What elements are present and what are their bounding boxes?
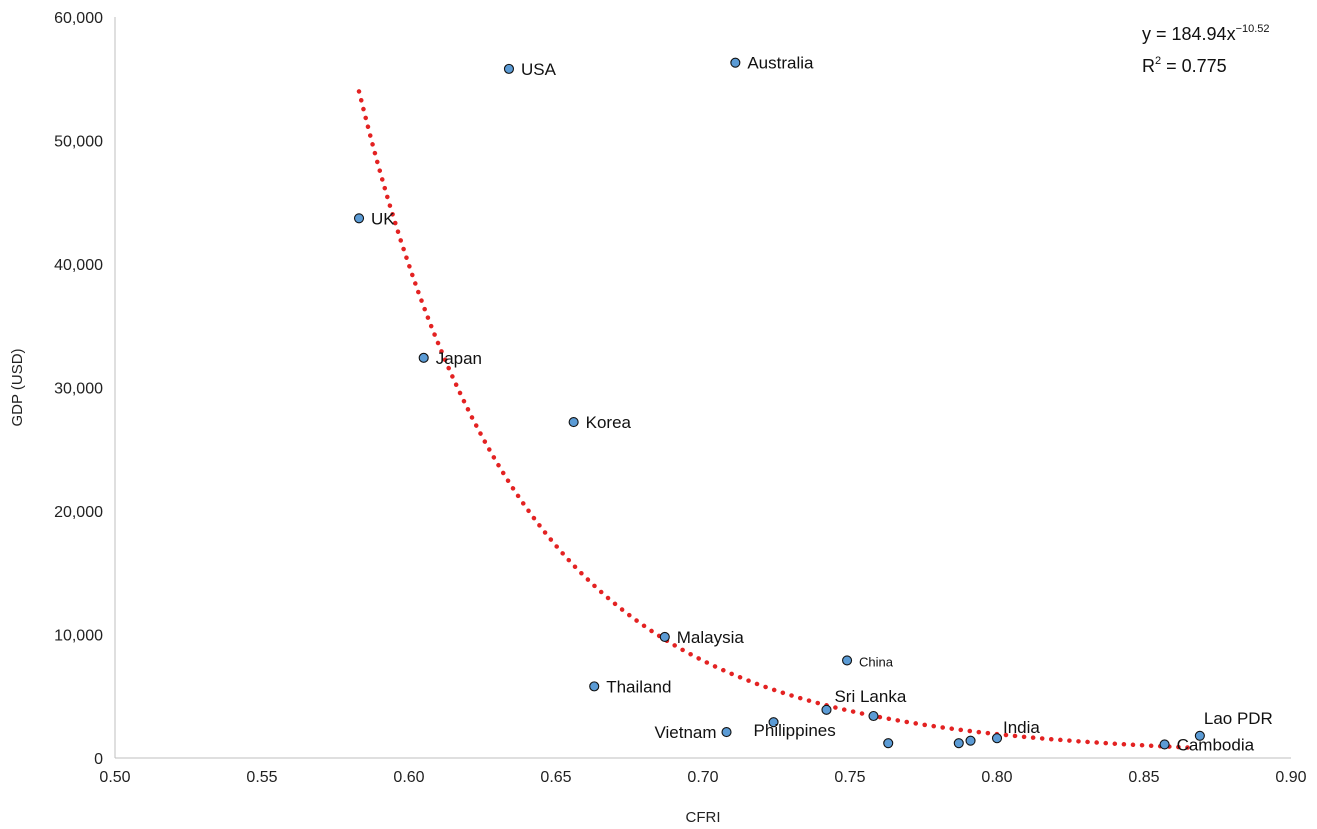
x-tick-label: 0.65 — [540, 769, 571, 786]
point-label: Japan — [436, 349, 482, 368]
point-labels: USA Australia UK Japan Korea Malaysia China Tha… — [371, 54, 1273, 755]
x-tick-label: 0.75 — [834, 769, 865, 786]
trend-equation: y = 184.94x−10.52 R2 = 0.775 — [1142, 23, 1270, 76]
point-label: Sri Lanka — [834, 687, 906, 706]
x-tick-label: 0.50 — [99, 769, 130, 786]
point-label: Vietnam — [654, 723, 716, 742]
r-squared-value: = 0.775 — [1161, 56, 1227, 76]
point-label: Thailand — [606, 677, 671, 696]
y-tick-labels: 0 10,000 20,000 30,000 40,000 50,000 60,000 — [54, 10, 103, 768]
data-point — [953, 738, 964, 749]
y-tick-label: 40,000 — [54, 257, 103, 274]
y-tick-label: 50,000 — [54, 134, 103, 151]
trend-equation-text: y = 184.94x−10.52 — [1142, 23, 1270, 44]
r-squared-text: R2 = 0.775 — [1142, 55, 1227, 76]
data-point — [1159, 739, 1170, 750]
x-tick-label: 0.85 — [1128, 769, 1159, 786]
data-point — [1194, 730, 1205, 741]
trend-equation-base: y = 184.94x — [1142, 24, 1236, 44]
y-tick-label: 60,000 — [54, 10, 103, 27]
point-label: Korea — [586, 413, 632, 432]
x-tick-labels: 0.50 0.55 0.60 0.65 0.70 0.75 0.80 0.85 0.90 — [99, 769, 1306, 786]
x-tick-label: 0.60 — [393, 769, 424, 786]
r-squared-sup: 2 — [1155, 55, 1161, 67]
y-axis-title: GDP (USD) — [9, 348, 26, 426]
trendline-curve — [356, 89, 1194, 750]
data-point — [868, 710, 879, 722]
y-tick-label: 20,000 — [54, 504, 103, 521]
x-tick-label: 0.80 — [981, 769, 1012, 786]
axes — [114, 17, 1291, 759]
x-tick-label: 0.70 — [687, 769, 718, 786]
x-tick-label: 0.55 — [246, 769, 277, 786]
data-point — [730, 57, 741, 68]
data-point — [821, 704, 832, 715]
trendline — [356, 89, 1194, 750]
data-point — [991, 733, 1003, 744]
data-point — [568, 417, 579, 428]
point-label: Australia — [747, 54, 814, 73]
data-point — [965, 735, 976, 746]
point-label: India — [1003, 718, 1040, 737]
y-tick-label: 0 — [94, 751, 103, 768]
x-tick-label: 0.90 — [1275, 769, 1306, 786]
point-label: Malaysia — [677, 628, 745, 647]
data-point — [503, 63, 515, 74]
data-point — [721, 727, 732, 738]
data-point — [842, 655, 853, 666]
data-point — [353, 213, 365, 224]
point-label: China — [859, 654, 894, 669]
data-point — [589, 681, 600, 692]
data-points — [353, 57, 1205, 750]
r-squared-base: R — [1142, 56, 1155, 76]
point-label: UK — [371, 209, 395, 228]
data-point — [418, 352, 429, 363]
y-tick-label: 10,000 — [54, 628, 103, 645]
data-point — [883, 738, 894, 749]
point-label: Cambodia — [1177, 735, 1255, 754]
data-point — [768, 717, 779, 728]
x-axis-title: CFRI — [686, 809, 721, 826]
point-label: USA — [521, 60, 557, 79]
point-label: Lao PDR — [1204, 709, 1273, 728]
trend-equation-exponent: −10.52 — [1236, 23, 1270, 35]
y-tick-label: 30,000 — [54, 381, 103, 398]
data-point — [659, 631, 670, 643]
point-label: Philippines — [754, 721, 836, 740]
